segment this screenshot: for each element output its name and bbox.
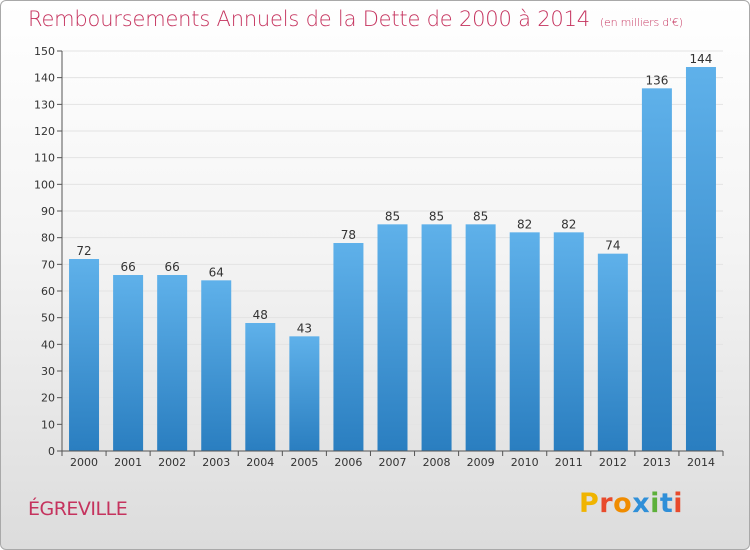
- bar-2012[interactable]: [597, 253, 628, 451]
- x-tick-label: 2007: [379, 456, 407, 469]
- x-tick-label: 2011: [555, 456, 583, 469]
- y-tick-label: 50: [41, 312, 55, 325]
- y-tick-label: 150: [34, 45, 55, 58]
- x-tick-label: 2008: [423, 456, 451, 469]
- x-tick-label: 2001: [114, 456, 142, 469]
- data-label: 136: [645, 73, 668, 87]
- logo-letter: x: [632, 488, 651, 519]
- x-tick-label: 2000: [70, 456, 98, 469]
- data-label: 144: [690, 52, 713, 66]
- bar-2008[interactable]: [421, 224, 452, 451]
- bar-2010[interactable]: [509, 232, 540, 451]
- x-tick-label: 2002: [158, 456, 186, 469]
- x-tick-label: 2012: [599, 456, 627, 469]
- bar-2001[interactable]: [113, 275, 144, 451]
- logo-letter: i: [673, 488, 684, 519]
- y-tick-label: 100: [34, 178, 55, 191]
- y-tick-label: 120: [34, 125, 55, 138]
- bar-2002[interactable]: [157, 275, 188, 451]
- y-tick-label: 140: [34, 72, 55, 85]
- bar-2014[interactable]: [685, 67, 716, 451]
- logo-letter: o: [613, 488, 633, 519]
- data-label: 82: [561, 217, 576, 231]
- y-tick-label: 130: [34, 98, 55, 111]
- chart-title-text: Remboursements Annuels de la Dette de 20…: [28, 7, 590, 31]
- y-tick-label: 40: [41, 338, 55, 351]
- data-label: 74: [605, 239, 620, 253]
- logo-letter: r: [599, 488, 614, 519]
- x-tick-label: 2014: [687, 456, 715, 469]
- y-tick-label: 30: [41, 365, 55, 378]
- chart-title: Remboursements Annuels de la Dette de 20…: [28, 7, 683, 31]
- proxiti-logo[interactable]: Proxiti: [579, 488, 683, 519]
- bar-2006[interactable]: [333, 243, 364, 451]
- x-tick-label: 2005: [290, 456, 318, 469]
- chart-subtitle: (en milliers d'€): [599, 16, 683, 29]
- bar-2000[interactable]: [69, 259, 100, 451]
- y-tick-label: 70: [41, 258, 55, 271]
- logo-letter: t: [659, 488, 674, 519]
- y-tick-label: 90: [41, 205, 55, 218]
- bar-2013[interactable]: [641, 88, 672, 451]
- data-label: 66: [120, 260, 135, 274]
- bar-2011[interactable]: [553, 232, 584, 451]
- bars: [69, 67, 716, 451]
- y-tick-label: 80: [41, 232, 55, 245]
- bar-2007[interactable]: [377, 224, 408, 451]
- data-label: 85: [429, 209, 444, 223]
- y-tick-label: 60: [41, 285, 55, 298]
- logo-letter: P: [579, 488, 600, 519]
- y-tick-label: 20: [41, 392, 55, 405]
- bar-2009[interactable]: [465, 224, 496, 451]
- bar-2004[interactable]: [245, 323, 276, 451]
- data-label: 85: [385, 209, 400, 223]
- bar-2003[interactable]: [201, 280, 232, 451]
- data-label: 82: [517, 217, 532, 231]
- x-tick-label: 2009: [467, 456, 495, 469]
- data-label: 43: [297, 321, 312, 335]
- x-tick-label: 2010: [511, 456, 539, 469]
- data-label: 85: [473, 209, 488, 223]
- y-tick-label: 0: [48, 445, 55, 458]
- x-tick-label: 2004: [246, 456, 274, 469]
- y-tick-label: 110: [34, 152, 55, 165]
- y-tick-label: 10: [41, 418, 55, 431]
- data-label: 72: [76, 244, 91, 258]
- labels: 0 10 20 30 40 50 60 70 80 90 100 110 120 130 140 150 72 2…: [34, 45, 715, 469]
- data-label: 48: [253, 308, 268, 322]
- axes: [57, 50, 724, 456]
- data-label: 66: [165, 260, 180, 274]
- bar-2005[interactable]: [289, 336, 320, 451]
- data-label: 64: [209, 265, 224, 279]
- x-tick-label: 2006: [334, 456, 362, 469]
- data-label: 78: [341, 228, 356, 242]
- location-name: ÉGREVILLE: [28, 498, 128, 520]
- logo-letter: i: [650, 488, 660, 519]
- x-tick-label: 2013: [643, 456, 671, 469]
- x-tick-label: 2003: [202, 456, 230, 469]
